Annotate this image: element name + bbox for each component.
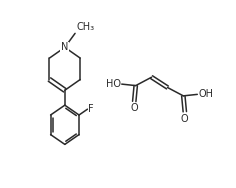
Text: OH: OH <box>198 89 213 99</box>
Text: N: N <box>61 42 68 52</box>
Text: HO: HO <box>106 79 121 89</box>
Text: CH₃: CH₃ <box>76 22 94 32</box>
Text: O: O <box>131 103 138 113</box>
Text: F: F <box>88 104 94 114</box>
Text: O: O <box>181 114 189 124</box>
